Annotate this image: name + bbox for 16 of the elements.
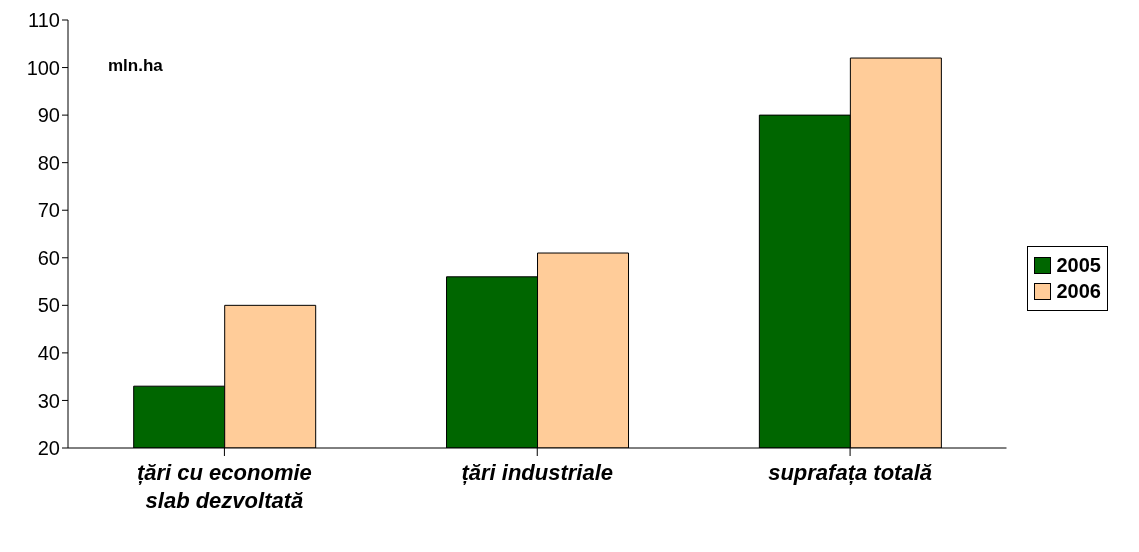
y-tick-label: 90 (37, 104, 60, 127)
y-tick-label: 100 (26, 56, 60, 79)
y-tick-label: 50 (37, 294, 60, 317)
y-tick-label: 20 (37, 437, 60, 460)
legend-label: 2006 (1056, 279, 1101, 303)
y-tick-label: 70 (37, 199, 60, 222)
y-tick-label: 110 (28, 9, 60, 32)
y-tick-label: 30 (37, 389, 60, 412)
y-tick-label: 80 (37, 151, 60, 174)
legend-label: 2005 (1056, 253, 1101, 277)
x-tick-label: suprafața totală (768, 460, 932, 485)
y-tick-label: 60 (37, 246, 60, 269)
annotation: mln.ha (108, 56, 163, 76)
x-tick-label: țări industriale (461, 460, 614, 485)
x-tick-label: țări cu economie slab dezvoltată (136, 460, 312, 513)
y-tick-label: 40 (37, 341, 60, 364)
